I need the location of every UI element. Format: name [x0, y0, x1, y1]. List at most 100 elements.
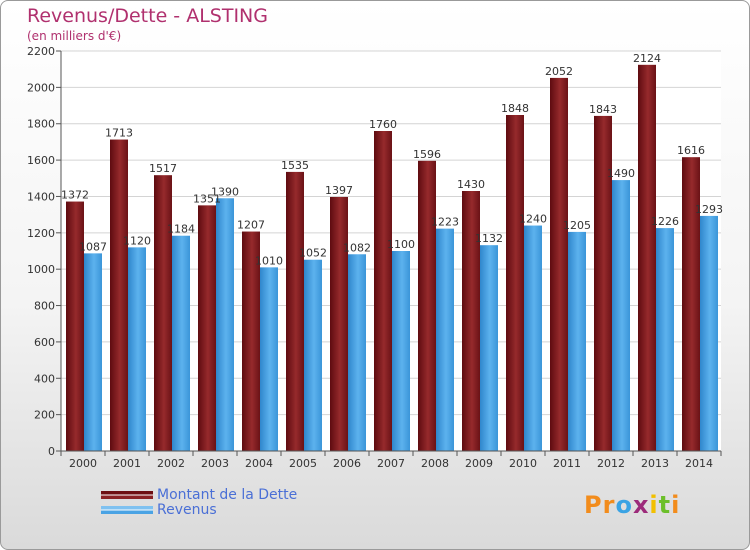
- chart-title: Revenus/Dette - ALSTING: [27, 5, 268, 27]
- data-label: 1184: [167, 223, 195, 236]
- bar-revenus-2000: [84, 253, 102, 451]
- x-tick-label: 2009: [465, 457, 493, 470]
- data-label: 1223: [431, 216, 459, 229]
- data-label: 1120: [123, 234, 151, 247]
- x-tick-label: 2012: [597, 457, 625, 470]
- bar-revenus-2001: [128, 247, 146, 451]
- bar-revenus-2006: [348, 254, 366, 451]
- data-label: 1430: [457, 178, 485, 191]
- bar-dette-2011: [550, 77, 568, 451]
- bar-dette-2014: [682, 157, 700, 451]
- y-tick-label: 1200: [27, 227, 55, 240]
- x-tick-label: 2004: [245, 457, 273, 470]
- data-label: 1052: [299, 247, 327, 260]
- bar-revenus-2014: [700, 215, 718, 451]
- logo-letter: i: [671, 491, 681, 519]
- data-label: 1535: [281, 159, 309, 172]
- bar-revenus-2010: [524, 225, 542, 451]
- bar-revenus-2007: [392, 251, 410, 451]
- bar-dette-2003: [198, 205, 216, 451]
- data-label: 1397: [325, 184, 353, 197]
- x-tick-label: 2007: [377, 457, 405, 470]
- legend-label-revenus: Revenus: [157, 501, 217, 518]
- bar-revenus-2008: [436, 228, 454, 451]
- data-label: 1517: [149, 162, 177, 175]
- x-tick-label: 2001: [113, 457, 141, 470]
- bar-dette-2012: [594, 115, 612, 451]
- y-tick-label: 1800: [27, 118, 55, 131]
- legend-label-debt: Montant de la Dette: [157, 486, 298, 503]
- logo-letter: i: [649, 491, 659, 519]
- y-axis: 0 200 400 600 800 1000 1200 1400 1600 1800 2000 220…: [27, 45, 62, 458]
- x-tick-label: 2005: [289, 457, 317, 470]
- bar-revenus-2005: [304, 259, 322, 451]
- x-tick-label: 2014: [685, 457, 713, 470]
- legend-item-debt: Montant de la Dette: [101, 486, 298, 503]
- bar-revenus-2013: [656, 228, 674, 451]
- bar-dette-2009: [462, 191, 480, 451]
- y-tick-label: 600: [34, 336, 55, 349]
- data-label: 2052: [545, 65, 573, 78]
- data-label: 1372: [61, 189, 89, 202]
- data-label: 1760: [369, 118, 397, 131]
- data-label: 1205: [563, 219, 591, 232]
- x-axis: 2000 2001 2002 2003 2004 2005 2006 2007 2008 2009…: [60, 450, 722, 470]
- y-tick-label: 1400: [27, 190, 55, 203]
- y-tick-label: 400: [34, 372, 55, 385]
- bars: [66, 64, 718, 451]
- data-label: 1010: [255, 254, 283, 267]
- bar-revenus-2012: [612, 180, 630, 451]
- data-label: 1843: [589, 103, 617, 116]
- bar-revenus-2002: [172, 235, 190, 451]
- y-tick-label: 2200: [27, 45, 55, 58]
- bar-dette-2013: [638, 64, 656, 451]
- bar-revenus-2004: [260, 267, 278, 451]
- bar-revenus-2009: [480, 245, 498, 451]
- logo-letter: o: [615, 491, 633, 519]
- bar-dette-2005: [286, 171, 304, 451]
- logo-letter: x: [632, 491, 650, 519]
- y-tick-label: 200: [34, 409, 55, 422]
- y-tick-label: 1600: [27, 154, 55, 167]
- data-label: 1082: [343, 241, 371, 254]
- x-tick-label: 2006: [333, 457, 361, 470]
- x-tick-label: 2000: [69, 457, 97, 470]
- bar-revenus-2011: [568, 231, 586, 451]
- data-label: 1087: [79, 240, 107, 253]
- data-label: 2124: [633, 52, 661, 65]
- data-label: 1848: [501, 102, 529, 115]
- data-label: 1713: [105, 127, 133, 140]
- logo-letter: P: [584, 491, 603, 519]
- x-tick-label: 2008: [421, 457, 449, 470]
- data-label: 1351: [193, 192, 221, 205]
- legend: Montant de la Dette Revenus: [101, 486, 298, 518]
- x-tick-label: 2002: [157, 457, 185, 470]
- data-label: 1240: [519, 213, 547, 226]
- bar-dette-2006: [330, 197, 348, 451]
- data-label: 1616: [677, 144, 705, 157]
- y-tick-label: 800: [34, 300, 55, 313]
- logo-letter: t: [658, 491, 672, 519]
- bar-dette-2001: [110, 139, 128, 451]
- bar-dette-2008: [418, 160, 436, 451]
- bar-dette-2010: [506, 115, 524, 451]
- logo-letter: r: [602, 491, 616, 519]
- y-tick-label: 2000: [27, 81, 55, 94]
- data-label: 1293: [695, 203, 723, 216]
- bar-revenus-2003: [216, 198, 234, 451]
- data-label: 1390: [211, 185, 239, 198]
- proxiti-logo: Proxiti: [584, 491, 680, 519]
- data-label: 1596: [413, 148, 441, 161]
- data-label: 1490: [607, 167, 635, 180]
- data-label: 1207: [237, 219, 265, 232]
- legend-item-revenus: Revenus: [101, 501, 297, 518]
- legend-swatch-revenus: [101, 505, 153, 514]
- legend-swatch-debt: [101, 490, 153, 499]
- x-tick-label: 2010: [509, 457, 537, 470]
- x-tick-label: 2013: [641, 457, 669, 470]
- data-label: 1132: [475, 232, 503, 245]
- y-tick-label: 0: [48, 445, 55, 458]
- data-label: 1100: [387, 238, 415, 251]
